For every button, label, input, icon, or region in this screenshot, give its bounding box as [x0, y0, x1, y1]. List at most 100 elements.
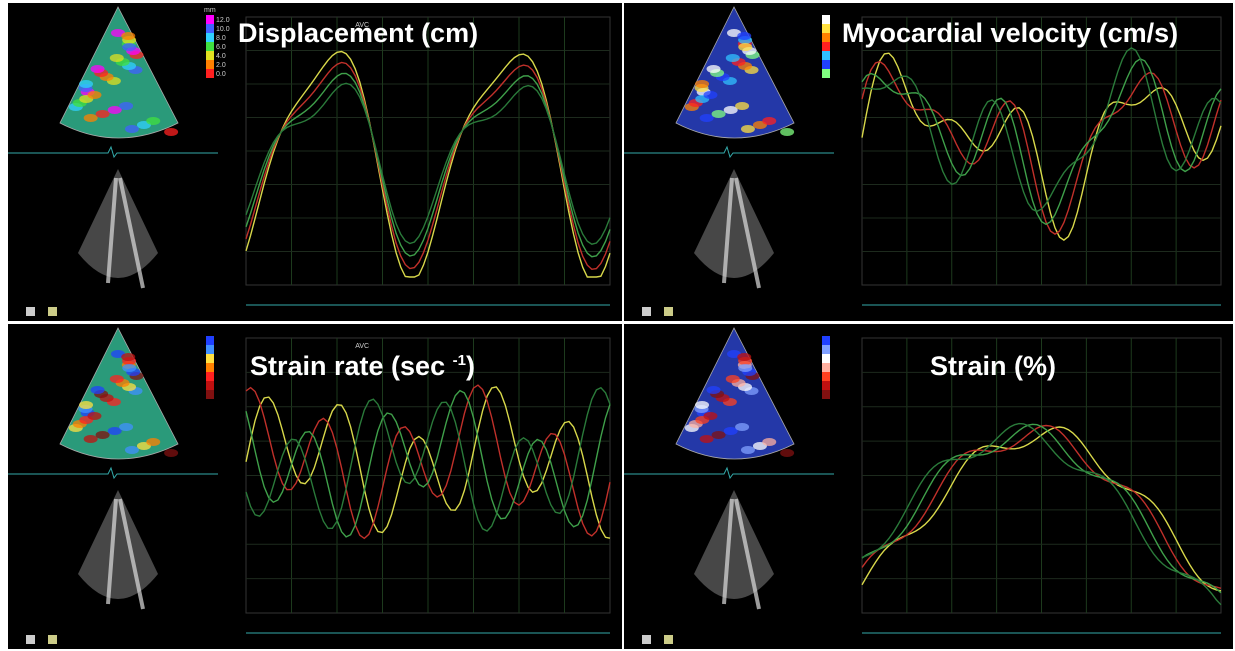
panel: mm12.010.08.06.04.02.00.0AVC — [8, 3, 622, 321]
doppler-speckle — [707, 386, 721, 394]
panel-title: Strain rate (sec -1) — [250, 351, 475, 381]
color-bar — [206, 345, 214, 354]
color-bar — [206, 363, 214, 372]
doppler-speckle — [79, 80, 93, 88]
color-bar — [822, 69, 830, 78]
color-bar — [206, 42, 214, 51]
panel-title: Displacement (cm) — [238, 18, 478, 48]
panel — [624, 3, 1233, 321]
icon — [664, 635, 673, 644]
scale-label: 2.0 — [216, 62, 226, 69]
doppler-speckle — [84, 114, 98, 122]
doppler-speckle — [164, 128, 178, 136]
scale-label: 10.0 — [216, 26, 230, 33]
color-bar — [822, 345, 830, 354]
doppler-speckle — [712, 110, 726, 118]
color-bar — [206, 24, 214, 33]
doppler-speckle — [125, 446, 139, 454]
scale-label: 8.0 — [216, 35, 226, 42]
doppler-speckle — [703, 91, 717, 99]
doppler-speckle — [695, 401, 709, 409]
color-bar — [206, 15, 214, 24]
doppler-speckle — [735, 423, 749, 431]
color-bar — [822, 24, 830, 33]
doppler-speckle — [91, 386, 105, 394]
color-bar — [206, 381, 214, 390]
doppler-speckle — [122, 364, 136, 372]
panel-title: Myocardial velocity (cm/s) — [842, 18, 1178, 48]
doppler-speckle — [780, 449, 794, 457]
doppler-speckle — [737, 353, 751, 361]
doppler-speckle — [712, 431, 726, 439]
scale-unit: mm — [204, 7, 216, 14]
color-bar — [822, 15, 830, 24]
doppler-speckle — [121, 32, 135, 40]
doppler-speckle — [738, 364, 752, 372]
doppler-speckle — [762, 117, 776, 125]
doppler-speckle — [122, 43, 136, 51]
color-bar — [206, 33, 214, 42]
panel-title: Strain (%) — [930, 351, 1056, 381]
title-part: ) — [466, 351, 475, 381]
event-marker: AVC — [355, 343, 369, 350]
scale-label: 6.0 — [216, 44, 226, 51]
icon — [48, 307, 57, 316]
color-bar — [822, 60, 830, 69]
doppler-speckle — [121, 353, 135, 361]
doppler-speckle — [741, 125, 755, 133]
title-part: Strain rate (sec — [250, 351, 453, 381]
doppler-speckle — [96, 431, 110, 439]
color-bar — [822, 381, 830, 390]
doppler-speckle — [738, 43, 752, 51]
doppler-speckle — [119, 102, 133, 110]
color-bar — [822, 372, 830, 381]
color-bar — [822, 390, 830, 399]
color-bar — [206, 372, 214, 381]
doppler-speckle — [762, 438, 776, 446]
color-bar — [206, 60, 214, 69]
doppler-speckle — [146, 117, 160, 125]
doppler-speckle — [119, 423, 133, 431]
title-part: -1 — [453, 352, 466, 369]
doppler-speckle — [726, 375, 740, 383]
doppler-speckle — [87, 91, 101, 99]
color-bar — [206, 51, 214, 60]
color-bar — [822, 354, 830, 363]
color-bar — [822, 336, 830, 345]
doppler-speckle — [735, 102, 749, 110]
color-bar — [206, 336, 214, 345]
color-bar — [822, 33, 830, 42]
doppler-speckle — [700, 114, 714, 122]
doppler-speckle — [84, 435, 98, 443]
color-bar — [206, 354, 214, 363]
doppler-speckle — [707, 65, 721, 73]
doppler-speckle — [703, 412, 717, 420]
doppler-speckle — [96, 110, 110, 118]
icon — [48, 635, 57, 644]
color-bar — [206, 390, 214, 399]
doppler-speckle — [780, 128, 794, 136]
doppler-speckle — [695, 80, 709, 88]
color-bar — [822, 51, 830, 60]
icon — [642, 635, 651, 644]
scale-label: 4.0 — [216, 53, 226, 60]
doppler-speckle — [726, 54, 740, 62]
doppler-speckle — [146, 438, 160, 446]
scale-label: 12.0 — [216, 17, 230, 24]
doppler-speckle — [91, 65, 105, 73]
icon — [664, 307, 673, 316]
screenshot: mm12.0 10.0 8.0 6.0 4.0 2.0 0.0 AVC Displacement… — [0, 0, 1235, 651]
doppler-speckle — [79, 401, 93, 409]
doppler-speckle — [700, 435, 714, 443]
color-bar — [822, 42, 830, 51]
icon — [26, 307, 35, 316]
color-bar — [206, 69, 214, 78]
color-bar — [822, 363, 830, 372]
doppler-speckle — [125, 125, 139, 133]
doppler-speckle — [741, 446, 755, 454]
icon — [642, 307, 651, 316]
scale-label: 0.0 — [216, 71, 226, 78]
doppler-speckle — [110, 375, 124, 383]
doppler-speckle — [164, 449, 178, 457]
panel — [624, 324, 1233, 649]
